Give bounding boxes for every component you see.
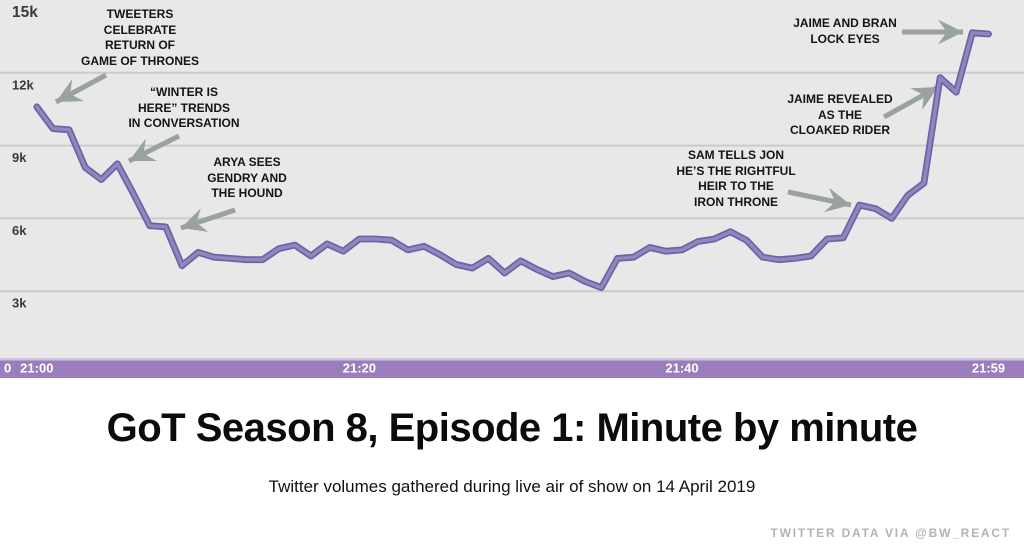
x-tick-21:00: 21:00 <box>20 361 53 376</box>
page-subtitle: Twitter volumes gathered during live air… <box>268 477 756 496</box>
y-tick-0: 0 <box>4 361 11 376</box>
chart-svg: 0 3k 6k 9k 12k 15k 21:00 21:20 21:40 21:59 <box>0 0 1024 378</box>
data-source-credit: TWITTER DATA VIA @BW_REACT <box>770 526 1011 540</box>
data-line <box>35 31 991 290</box>
annotation-arrow-winter-is-here-trends <box>127 133 181 164</box>
y-tick-9k: 9k <box>12 150 27 165</box>
x-tick-21:20: 21:20 <box>343 361 376 376</box>
annotation-arrow-tweeters-celebrate-return <box>54 72 108 105</box>
y-tick-6k: 6k <box>12 223 27 238</box>
annotation-arrow-arya-sees-gendry-and-hound <box>180 207 236 232</box>
x-tick-21:40: 21:40 <box>665 361 698 376</box>
x-axis-bar <box>0 358 1024 378</box>
x-tick-21:59: 21:59 <box>972 361 1005 376</box>
annotation-arrow-jaime-revealed-cloaked-rider <box>882 84 940 120</box>
page-title: GoT Season 8, Episode 1: Minute by minut… <box>106 406 918 450</box>
plot-background <box>0 0 1024 358</box>
x-axis-bar-highlight <box>0 358 1024 361</box>
annotation-arrow-sam-tells-jon-rightful-heir <box>787 187 852 213</box>
chart: 0 3k 6k 9k 12k 15k 21:00 21:20 21:40 21:59 TWEETE… <box>0 0 1024 378</box>
y-tick-15k: 15k <box>12 4 38 21</box>
caption-block: GoT Season 8, Episode 1: Minute by minut… <box>0 378 1024 550</box>
y-tick-12k: 12k <box>12 77 34 92</box>
y-tick-3k: 3k <box>12 296 27 311</box>
